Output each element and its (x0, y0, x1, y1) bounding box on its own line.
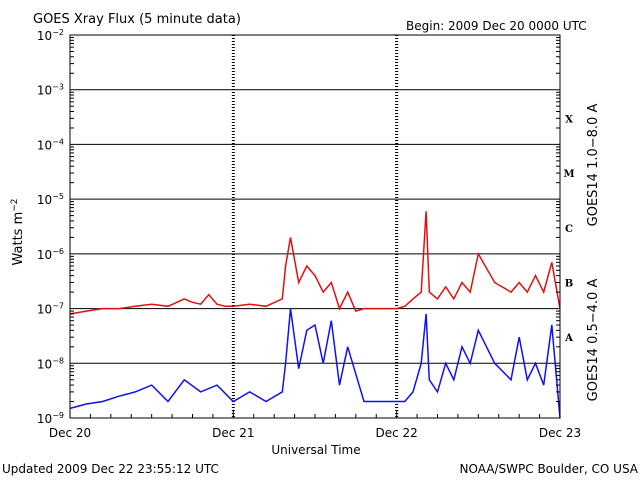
y-tick-label: 10−6 (37, 247, 64, 262)
chart-title: GOES Xray Flux (5 minute data) (33, 12, 241, 27)
updated-time: Updated 2009 Dec 22 23:55:12 UTC (2, 462, 219, 476)
y-axis-label-exponent: −2 (10, 198, 20, 211)
flare-class-label: B (565, 278, 573, 289)
x-tick-label: Dec 22 (376, 426, 418, 440)
series-line-long-channel (69, 211, 561, 315)
flare-class-label: X (565, 114, 573, 125)
y-tick-label: 10−8 (37, 356, 64, 371)
x-axis-ticks: Dec 20 Dec 21 Dec 22 Dec 23 (49, 410, 581, 440)
legend-short-channel: GOES14 0.5−4.0 A (586, 279, 601, 402)
y-axis-label: Watts m−2 (10, 198, 26, 265)
x-tick-label: Dec 20 (49, 426, 91, 440)
source-credit: NOAA/SWPC Boulder, CO USA (460, 462, 639, 476)
flare-class-label: C (565, 224, 573, 235)
begin-time: Begin: 2009 Dec 20 0000 UTC (406, 19, 587, 33)
flare-class-label: A (564, 333, 573, 344)
legend-long-channel: GOES14 1.0−8.0 A (586, 104, 601, 227)
x-tick-label: Dec 23 (539, 426, 581, 440)
x-axis-label: Universal Time (271, 443, 360, 457)
series-line-short-channel (69, 308, 561, 419)
flare-class-label: M (563, 169, 574, 180)
x-tick-label: Dec 21 (212, 426, 254, 440)
plot-area (70, 34, 560, 419)
y-tick-label: 10−7 (37, 302, 64, 317)
y-tick-label: 10−3 (37, 83, 64, 98)
y-tick-label: 10−9 (37, 411, 64, 426)
y-axis-ticks: 10−2 10−3 10−4 10−5 10−6 10−7 10−8 10−9 (37, 28, 560, 426)
y-axis-label-base: Watts m (11, 212, 26, 266)
y-tick-label: 10−2 (37, 28, 64, 43)
y-tick-label: 10−4 (37, 137, 64, 152)
y-tick-label: 10−5 (37, 192, 64, 207)
flare-class-labels: X M C B A (563, 114, 574, 344)
series-layer (69, 211, 561, 419)
plot-frame (69, 34, 561, 419)
frame-border (69, 34, 561, 419)
